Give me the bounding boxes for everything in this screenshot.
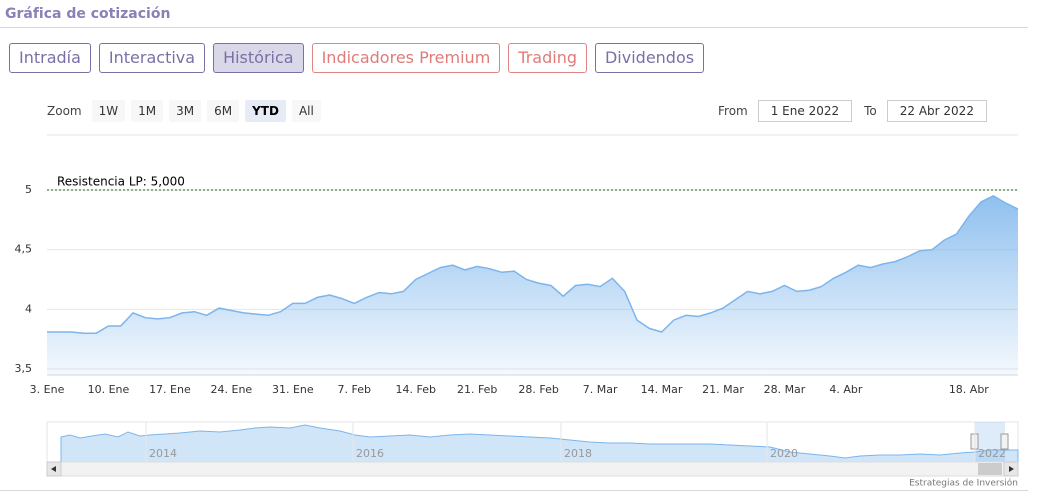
- x-tick-label: 10. Ene: [88, 383, 130, 396]
- zoom-button[interactable]: 1W: [91, 100, 126, 122]
- navigator-label: 2022: [978, 447, 1006, 460]
- navigator-series: [60, 424, 1019, 463]
- x-tick-label: 3. Ene: [30, 383, 65, 396]
- zoom-button[interactable]: 1M: [131, 100, 164, 122]
- scrollbar-track[interactable]: [46, 461, 1019, 477]
- navigator-label: 2014: [149, 447, 177, 460]
- section-title: Gráfica de cotización: [5, 6, 171, 22]
- tab[interactable]: Indicadores Premium: [311, 43, 501, 73]
- y-tick-label: 4,5: [15, 243, 33, 256]
- y-tick-label: 4: [25, 302, 32, 315]
- zoom-controls: Zoom 1W 1M 3M 6M YTD All: [47, 100, 321, 122]
- x-tick-label: 14. Feb: [395, 383, 435, 396]
- area-fill: [47, 195, 1018, 375]
- zoom-button[interactable]: All: [291, 100, 321, 122]
- price-line: [47, 195, 1019, 334]
- scroll-left-arrow: [51, 466, 56, 472]
- x-tick-label: 7. Mar: [583, 383, 618, 396]
- to-label: To: [864, 104, 877, 118]
- x-tick-label: 28. Feb: [518, 383, 558, 396]
- x-tick-label: 17. Ene: [149, 383, 191, 396]
- divider: [0, 27, 1028, 28]
- x-tick-label: 14. Mar: [641, 383, 683, 396]
- navigator-handle-right[interactable]: [1000, 433, 1009, 450]
- tab[interactable]: Interactiva: [98, 43, 206, 73]
- divider: [0, 490, 1028, 491]
- zoom-button[interactable]: 3M: [169, 100, 202, 122]
- to-input[interactable]: 22 Abr 2022: [886, 100, 987, 122]
- x-tick-label: 21. Feb: [457, 383, 497, 396]
- y-tick-label: 5: [25, 183, 32, 196]
- resistance-label: Resistencia LP: 5,000: [57, 174, 185, 188]
- tab[interactable]: Histórica: [213, 43, 304, 73]
- navigator-label: 2016: [356, 447, 384, 460]
- from-input[interactable]: 1 Ene 2022: [757, 100, 853, 122]
- credit: Estrategias de Inversión: [909, 478, 1018, 489]
- zoom-button[interactable]: YTD: [245, 100, 286, 122]
- navigator-mask[interactable]: [975, 422, 1005, 462]
- x-tick-label: 18. Abr: [949, 383, 989, 396]
- navigator-label: 2020: [770, 447, 798, 460]
- scrollbar-thumb[interactable]: [978, 463, 1002, 475]
- x-tick-label: 31. Ene: [272, 383, 314, 396]
- x-tick-label: 7. Feb: [338, 383, 371, 396]
- tab-bar: Intradía Interactiva Histórica Indicadores …: [9, 43, 705, 73]
- x-tick-label: 24. Ene: [211, 383, 253, 396]
- tab[interactable]: Dividendos: [594, 43, 705, 73]
- tab[interactable]: Intradía: [9, 43, 91, 73]
- x-tick-label: 21. Mar: [702, 383, 744, 396]
- from-label: From: [718, 104, 748, 118]
- scroll-right-arrow: [1009, 466, 1014, 472]
- y-tick-label: 3,5: [15, 362, 33, 375]
- tab[interactable]: Trading: [508, 43, 587, 73]
- x-tick-label: 4. Abr: [829, 383, 862, 396]
- zoom-label: Zoom: [47, 104, 82, 118]
- date-range: From 1 Ene 2022 To 22 Abr 2022: [718, 100, 987, 122]
- navigator-label: 2018: [564, 447, 592, 460]
- navigator-frame: [46, 421, 1019, 463]
- zoom-button[interactable]: 6M: [207, 100, 240, 122]
- x-tick-label: 28. Mar: [764, 383, 806, 396]
